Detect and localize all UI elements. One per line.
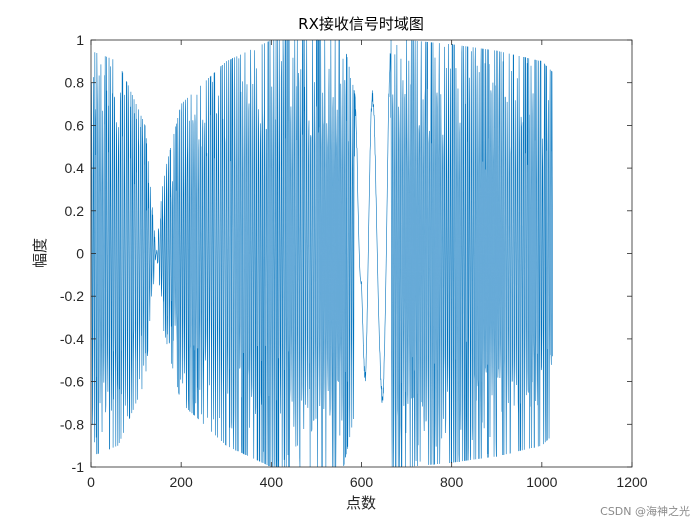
signal-line <box>91 39 553 468</box>
x-axis-label: 点数 <box>346 494 376 512</box>
signal-series <box>91 39 553 468</box>
x-tick-label: 1200 <box>616 474 647 490</box>
y-tick-label: -0.2 <box>60 288 84 304</box>
y-tick-label: 0 <box>76 246 84 262</box>
y-tick-label: 1 <box>76 32 84 48</box>
y-tick-label: -0.6 <box>60 374 84 390</box>
x-tick-label: 200 <box>169 474 193 490</box>
y-tick-label: 0.2 <box>65 203 85 219</box>
y-tick-label: -0.4 <box>60 331 84 347</box>
y-tick-label: -1 <box>72 459 85 475</box>
x-tick-label: 1000 <box>526 474 557 490</box>
y-tick-label: -0.8 <box>60 416 84 432</box>
watermark-text: CSDN @海神之光 <box>600 504 690 518</box>
x-tick-label: 0 <box>87 474 95 490</box>
axis-ticks: 0 200 400 600 800 1000 1200 1 0.8 0.6 0.4 0.2 0 -0.2 -… <box>60 32 648 490</box>
y-tick-label: 0.8 <box>65 75 85 91</box>
chart-title: RX接收信号时域图 <box>298 15 424 33</box>
x-tick-label: 600 <box>350 474 374 490</box>
y-axis-label: 幅度 <box>31 238 49 268</box>
y-tick-label: 0.6 <box>65 117 85 133</box>
x-tick-label: 400 <box>260 474 284 490</box>
x-tick-label: 800 <box>440 474 464 490</box>
y-tick-label: 0.4 <box>65 160 85 176</box>
